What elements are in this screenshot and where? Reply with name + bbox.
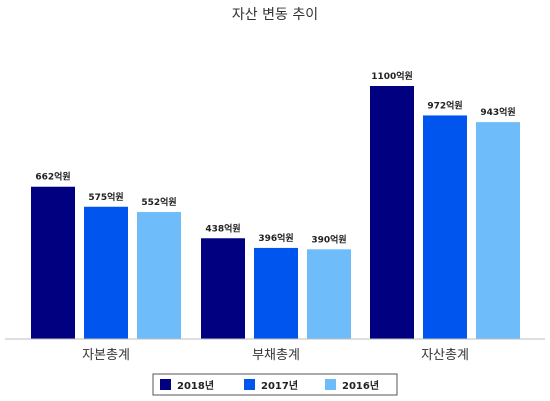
- data-label-0-1: 575억원: [88, 191, 123, 203]
- data-label-0-2: 552억원: [141, 196, 176, 208]
- legend-swatch-0: [160, 379, 171, 390]
- legend: 2018년 2017년 2016년: [160, 379, 379, 392]
- legend-swatch-2: [325, 379, 336, 390]
- category-label-0: 자본총계: [82, 348, 130, 363]
- data-label-1-1: 396억원: [258, 232, 293, 244]
- bar-1-1: [254, 247, 298, 339]
- bar-0-1: [84, 206, 128, 339]
- data-label-2-1: 972억원: [427, 99, 462, 111]
- data-label-2-2: 943억원: [480, 106, 515, 118]
- bar-1-2: [307, 249, 351, 339]
- data-label-2-0: 1100억원: [371, 70, 413, 82]
- bar-2-0: [370, 86, 414, 339]
- legend-label-2: 2016년: [342, 379, 379, 392]
- data-label-0-0: 662억원: [35, 171, 70, 183]
- data-label-1-2: 390억원: [311, 233, 346, 245]
- category-label-1: 부채총계: [252, 348, 300, 363]
- legend-label-0: 2018년: [177, 379, 214, 392]
- legend-swatch-1: [244, 379, 255, 390]
- bar-0-0: [31, 186, 75, 339]
- data-label-1-0: 438억원: [205, 222, 240, 234]
- bar-2-1: [423, 115, 467, 339]
- bars-layer: 662억원 575억원 552억원 438억원 396억원 390억원 1100억원 972억…: [31, 70, 520, 339]
- bar-2-2: [476, 122, 520, 339]
- bar-1-0: [201, 238, 245, 339]
- bar-0-2: [137, 212, 181, 339]
- chart-title: 자산 변동 추이: [232, 7, 318, 23]
- category-labels: 자본총계 부채총계 자산총계: [82, 348, 469, 363]
- legend-label-1: 2017년: [261, 379, 298, 392]
- category-label-2: 자산총계: [421, 348, 469, 363]
